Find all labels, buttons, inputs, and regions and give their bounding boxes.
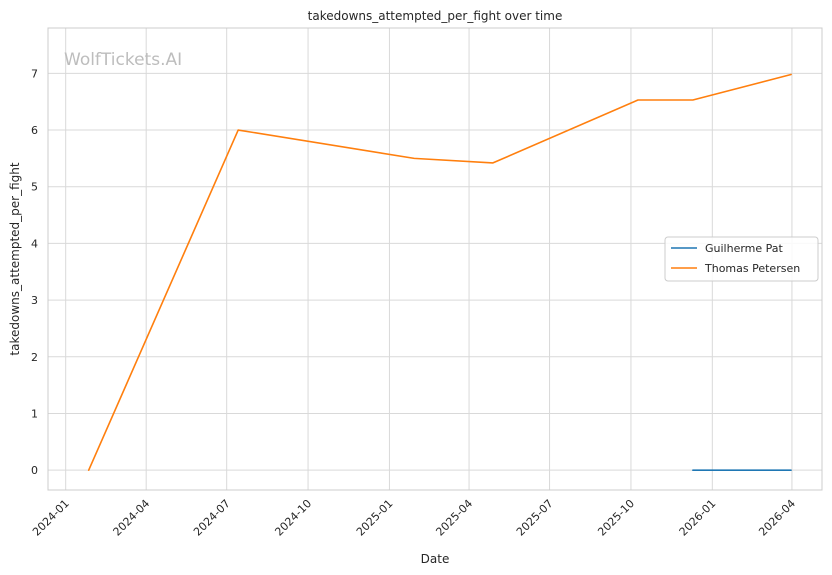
plot-frame <box>47 27 823 491</box>
data-point-thomas-petersen <box>413 157 415 159</box>
series-line-thomas-petersen <box>87 73 792 471</box>
y-tick-label: 4 <box>31 237 38 250</box>
y-axis-label: takedowns_attempted_per_fight <box>8 162 22 355</box>
legend-label-thomas-petersen: Thomas Petersen <box>704 262 800 275</box>
data-point-guilherme-pat <box>790 469 792 471</box>
data-point-thomas-petersen <box>790 73 792 75</box>
y-tick-label: 0 <box>31 464 38 477</box>
series-lines <box>87 73 792 471</box>
legend: Guilherme Pat Thomas Petersen <box>664 236 819 282</box>
legend-box <box>664 236 819 282</box>
grid-lines <box>48 28 822 490</box>
data-point-thomas-petersen <box>87 469 89 471</box>
y-axis-ticks: 0 1 2 3 4 5 6 7 <box>31 67 38 477</box>
data-point-thomas-petersen <box>692 99 694 101</box>
y-tick-label: 3 <box>31 294 38 307</box>
legend-label-guilherme-pat: Guilherme Pat <box>705 242 784 255</box>
data-point-guilherme-pat <box>692 469 694 471</box>
y-tick-label: 2 <box>31 351 38 364</box>
y-tick-label: 1 <box>31 407 38 420</box>
x-axis-label: Date <box>421 552 450 566</box>
y-tick-label: 7 <box>31 67 38 80</box>
data-point-thomas-petersen <box>492 162 494 164</box>
data-point-thomas-petersen <box>237 129 239 131</box>
data-point-thomas-petersen <box>637 99 639 101</box>
watermark-text: WolfTickets.AI <box>64 50 182 70</box>
chart-title: takedowns_attempted_per_fight over time <box>308 9 563 23</box>
y-tick-label: 5 <box>31 181 38 194</box>
y-tick-label: 6 <box>31 124 38 137</box>
